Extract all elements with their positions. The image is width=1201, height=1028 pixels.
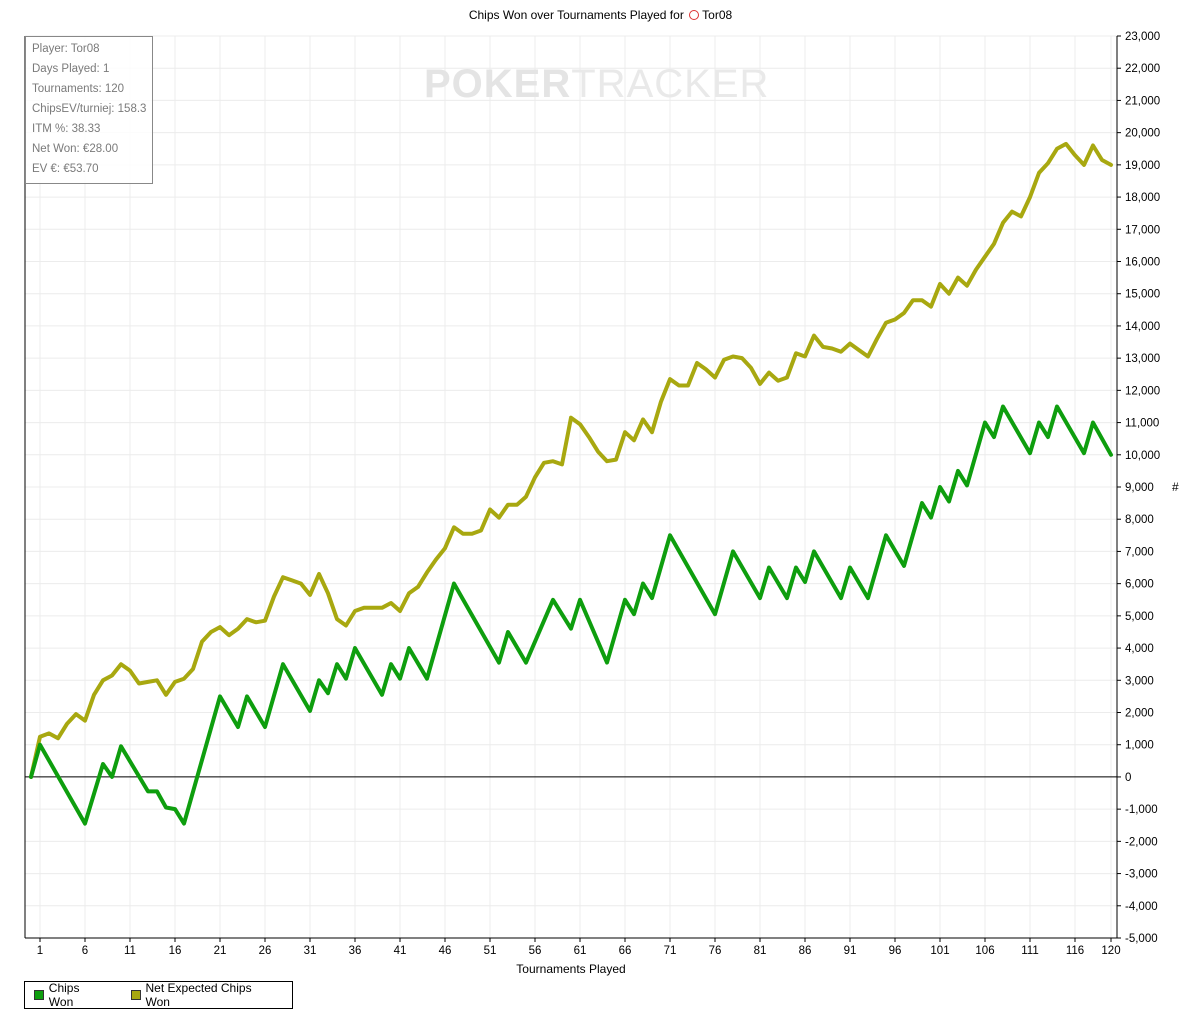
y-tick-label: 8,000 — [1125, 514, 1154, 526]
legend-label-chips-won: Chips Won — [48, 981, 80, 1009]
legend-item-net-expected[interactable]: Net Expected Chips Won — [130, 981, 276, 1009]
x-tick-label: 31 — [304, 945, 317, 957]
series-line-chips-won — [29, 404, 1113, 826]
x-axis-label: Tournaments Played — [516, 962, 626, 976]
x-tick-label: 106 — [975, 945, 994, 957]
stat-days-played: Days Played: 1 — [32, 63, 110, 75]
y-tick-label: -2,000 — [1125, 836, 1158, 848]
x-tick-label: 16 — [169, 945, 182, 957]
x-tick-label: 71 — [664, 945, 677, 957]
y-tick-label: 2,000 — [1125, 708, 1154, 720]
y-tick-label: 6,000 — [1125, 579, 1154, 591]
y-tick-label: 14,000 — [1125, 321, 1160, 333]
y-tick-label: -1,000 — [1125, 804, 1158, 816]
y-tick-label: 9,000 — [1125, 482, 1154, 494]
legend-item-chips-won[interactable]: Chips Won — [34, 981, 106, 1009]
watermark-part2: TRACKER — [571, 62, 770, 106]
x-tick-label: 91 — [844, 945, 857, 957]
y-tick-label: 0 — [1125, 772, 1131, 784]
x-tick-label: 6 — [82, 945, 88, 957]
x-tick-label: 26 — [259, 945, 272, 957]
x-tick-label: 96 — [889, 945, 902, 957]
y-axis-label: # — [1172, 480, 1179, 494]
y-tick-label: 7,000 — [1125, 546, 1154, 558]
y-tick-label: 12,000 — [1125, 385, 1160, 397]
x-tick-label: 66 — [619, 945, 632, 957]
grid-layer — [25, 35, 1117, 939]
y-tick-label: 20,000 — [1125, 128, 1160, 140]
x-tick-label: 120 — [1101, 945, 1120, 957]
player-chip-icon — [689, 10, 700, 20]
y-tick-label: -3,000 — [1125, 869, 1158, 881]
legend-swatch-chips-won — [34, 990, 44, 1000]
legend-swatch-net-expected — [130, 990, 141, 1000]
x-tick-label: 116 — [1066, 945, 1084, 957]
y-tick-label: 17,000 — [1125, 224, 1160, 236]
x-tick-label: 11 — [124, 945, 136, 957]
y-tick-label: 18,000 — [1125, 192, 1160, 204]
stat-chipsev: ChipsEV/turniej: 158.3 — [32, 103, 147, 115]
y-tick-label: 16,000 — [1125, 257, 1160, 269]
x-tick-label: 36 — [349, 945, 362, 957]
chart-title: Chips Won over Tournaments Played for To… — [0, 8, 1201, 22]
y-tick-label: 22,000 — [1125, 63, 1160, 75]
x-tick-label: 81 — [754, 945, 767, 957]
y-tick-label: 3,000 — [1125, 675, 1154, 687]
legend-label-net-expected: Net Expected Chips Won — [145, 981, 252, 1009]
x-tick-label: 86 — [799, 945, 812, 957]
y-tick-label: 1,000 — [1125, 740, 1154, 752]
chart-title-prefix: Chips Won over Tournaments Played for — [468, 8, 684, 22]
x-tick-label: 61 — [574, 945, 587, 957]
x-tick-label: 101 — [930, 945, 949, 957]
stat-player: Player: Tor08 — [32, 43, 100, 55]
y-tick-label: 19,000 — [1125, 160, 1160, 172]
x-tick-label: 56 — [529, 945, 542, 957]
y-tick-label: 13,000 — [1125, 353, 1160, 365]
y-tick-label: 10,000 — [1125, 450, 1160, 462]
y-tick-label: 11,000 — [1125, 418, 1159, 430]
x-tick-label: 21 — [214, 945, 227, 957]
y-tick-label: 5,000 — [1125, 611, 1154, 623]
axis-layer: -5,000 -4,000 -3,000 -2,000 -1,000 0 1,000 2,00… — [24, 31, 1160, 957]
stat-tournaments: Tournaments: 120 — [32, 83, 125, 95]
x-tick-label: 46 — [439, 945, 452, 957]
stat-net-won: Net Won: €28.00 — [32, 143, 119, 155]
y-tick-label: 23,000 — [1125, 31, 1160, 43]
stats-box: Player: Tor08 Days Played: 1 Tournaments… — [25, 36, 153, 184]
series-layer — [29, 141, 1113, 826]
x-tick-label: 76 — [709, 945, 722, 957]
y-tick-label: 15,000 — [1125, 289, 1160, 301]
stat-ev: EV €: €53.70 — [32, 163, 99, 175]
x-tick-label: 111 — [1021, 945, 1038, 957]
x-tick-label: 1 — [37, 945, 43, 957]
chart-title-player: Tor08 — [702, 8, 733, 22]
series-line-net-expected-chips-won — [29, 141, 1113, 779]
x-tick-label: 51 — [484, 945, 497, 957]
pokertracker-watermark-logo: POKERTRACKER — [424, 62, 769, 107]
y-tick-label: 21,000 — [1125, 95, 1160, 107]
watermark-part1: POKER — [424, 62, 572, 106]
y-tick-label: 4,000 — [1125, 643, 1154, 655]
legend: Chips Won Net Expected Chips Won — [24, 981, 293, 1009]
y-tick-label: -5,000 — [1125, 933, 1158, 945]
stat-itm: ITM %: 38.33 — [32, 123, 101, 135]
y-tick-label: -4,000 — [1125, 901, 1158, 913]
x-tick-label: 41 — [394, 945, 407, 957]
